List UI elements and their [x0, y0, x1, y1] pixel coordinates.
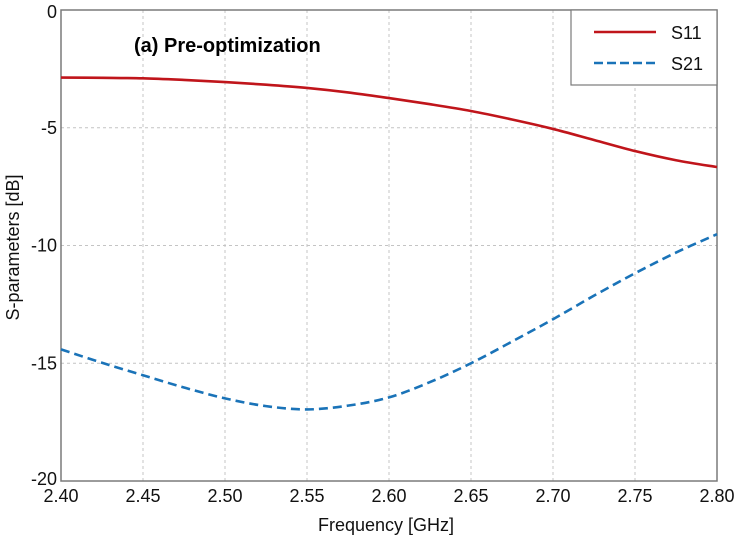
y-tick-label: 0 [47, 2, 57, 22]
x-tick-label: 2.70 [535, 486, 570, 506]
plot-frame [60, 9, 718, 482]
y-axis-label: S-parameters [dB] [3, 174, 23, 320]
legend-label-s21: S21 [671, 54, 703, 74]
series-line-s21 [60, 233, 718, 411]
x-tick-label: 2.45 [125, 486, 160, 506]
x-tick-label: 2.55 [289, 486, 324, 506]
legend: S11 S21 [570, 9, 718, 86]
series-lines [60, 76, 718, 411]
y-tick-labels: 0 -5 -10 -15 -20 [31, 2, 57, 489]
x-tick-labels: 2.40 2.45 2.50 2.55 2.60 2.65 2.70 2.75 2.80 [43, 486, 734, 506]
x-tick-label: 2.50 [207, 486, 242, 506]
y-tick-label: -10 [31, 236, 57, 256]
series-line-s11 [60, 76, 718, 169]
x-tick-label: 2.75 [617, 486, 652, 506]
x-tick-label: 2.80 [699, 486, 734, 506]
x-tick-label: 2.40 [43, 486, 78, 506]
y-tick-label: -5 [41, 118, 57, 138]
chart-title: (a) Pre-optimization [134, 35, 321, 57]
x-axis-label: Frequency [GHz] [318, 515, 454, 535]
x-tick-label: 2.60 [371, 486, 406, 506]
y-tick-label: -20 [31, 469, 57, 489]
y-tick-label: -15 [31, 353, 57, 373]
legend-box [570, 9, 718, 86]
legend-label-s11: S11 [671, 23, 702, 43]
x-tick-label: 2.65 [453, 486, 488, 506]
